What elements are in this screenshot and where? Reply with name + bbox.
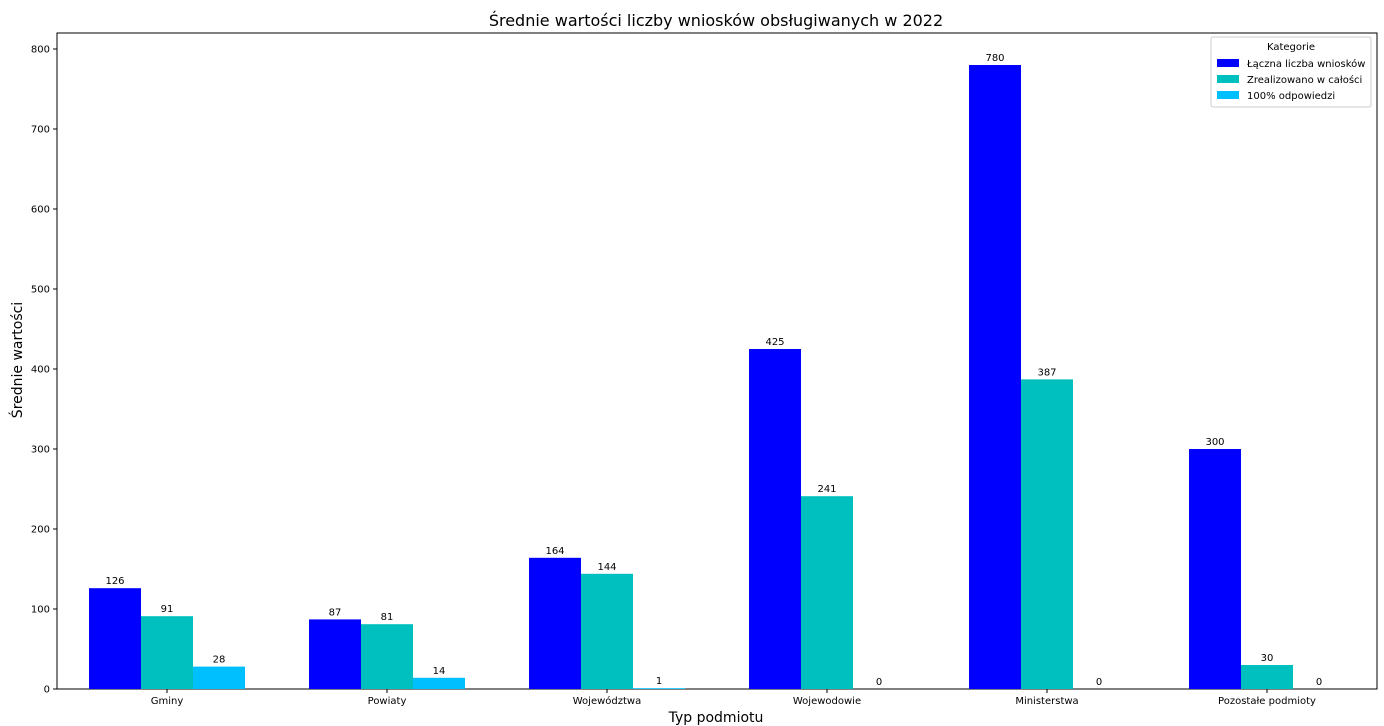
x-tick-label: Pozostałe podmioty — [1218, 696, 1316, 707]
x-tick-label: Województwa — [573, 695, 641, 707]
bar — [581, 573, 633, 689]
y-tick-label: 600 — [31, 205, 50, 216]
bar — [633, 688, 685, 689]
x-tick-label: Ministerstwa — [1015, 696, 1078, 707]
plot-frame — [56, 32, 1378, 690]
bar-value-label: 425 — [765, 337, 784, 348]
bar — [1241, 665, 1293, 689]
legend-box — [1210, 36, 1372, 108]
y-tick-label: 0 — [44, 685, 50, 696]
bar — [969, 65, 1021, 689]
bar-value-label: 30 — [1261, 653, 1274, 664]
y-tick-label: 200 — [31, 525, 50, 536]
bar — [529, 557, 581, 689]
y-tick-label: 500 — [31, 285, 50, 296]
bar — [749, 349, 801, 689]
bar-value-label: 1 — [656, 676, 662, 687]
legend-entry: Łączna liczba wniosków — [1246, 58, 1365, 70]
bar-value-label: 387 — [1037, 367, 1056, 378]
bar-value-label: 241 — [817, 484, 836, 495]
bar — [89, 588, 141, 689]
y-tick-label: 300 — [31, 445, 50, 456]
x-axis-title: Typ podmiotu — [668, 710, 764, 726]
legend-entry: 100% odpowiedzi — [1247, 91, 1335, 102]
bar-value-label: 87 — [329, 607, 342, 618]
bar-value-label: 126 — [105, 576, 124, 587]
bar-value-label: 300 — [1205, 437, 1224, 448]
bar-value-label: 28 — [213, 655, 226, 666]
chart-title: Średnie wartości liczby wniosków obsługi… — [489, 11, 943, 30]
legend-swatch — [1217, 59, 1239, 67]
legend-swatch — [1217, 91, 1239, 99]
bar-value-label: 144 — [597, 562, 616, 573]
bar-value-label: 780 — [985, 53, 1004, 64]
x-tick-label: Wojewodowie — [793, 696, 861, 707]
plot-area: 0100200300400500600700800Gminy1269128Pow… — [31, 32, 1378, 707]
bar — [801, 496, 853, 689]
bar — [193, 666, 245, 689]
legend-swatch — [1217, 75, 1239, 83]
bar-value-label: 0 — [1096, 677, 1102, 688]
y-axis-title: Średnie wartości — [8, 302, 26, 418]
bar — [309, 619, 361, 689]
y-tick-label: 400 — [31, 365, 50, 376]
legend-title: Kategorie — [1267, 42, 1315, 53]
y-tick-label: 100 — [31, 605, 50, 616]
legend: Kategorie Łączna liczba wniosków Zrealizow… — [1210, 36, 1372, 108]
bar-value-label: 164 — [545, 546, 564, 557]
y-tick-label: 800 — [31, 45, 50, 56]
legend-entry: Zrealizowano w całości — [1247, 74, 1362, 86]
bar-value-label: 0 — [876, 677, 882, 688]
bar — [141, 616, 193, 689]
y-tick-label: 700 — [31, 125, 50, 136]
bar — [413, 677, 465, 689]
bar — [1189, 449, 1241, 689]
bar-value-label: 91 — [161, 604, 174, 615]
x-tick-label: Powiaty — [368, 696, 407, 707]
bar-value-label: 0 — [1316, 677, 1322, 688]
x-tick-label: Gminy — [151, 696, 184, 707]
bar — [1021, 379, 1073, 689]
bar-value-label: 14 — [433, 666, 446, 677]
bar — [361, 624, 413, 689]
bar-value-label: 81 — [381, 612, 394, 623]
